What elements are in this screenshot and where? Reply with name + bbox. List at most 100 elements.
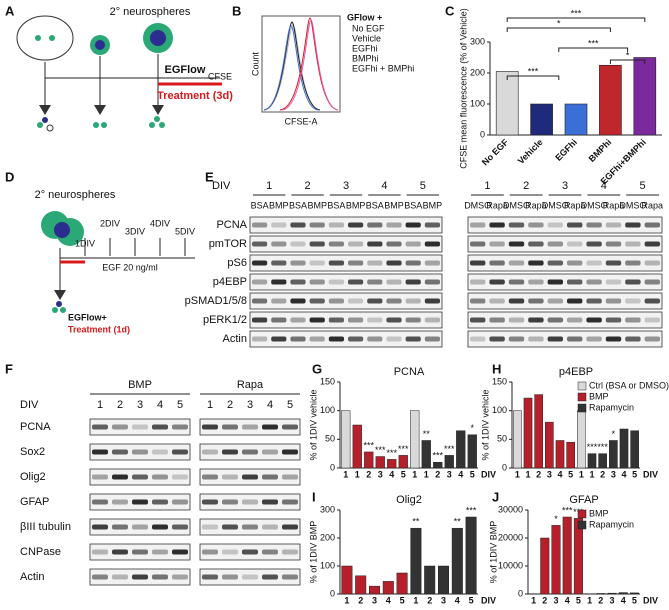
blot-strip [467,254,663,272]
group-label: BMP [128,379,152,391]
blot-band [252,279,268,285]
blot-band [644,336,660,342]
bar [598,453,607,469]
bar [424,565,436,595]
day-label: 2 [305,180,311,192]
bar [355,575,367,595]
panel-label: D [5,169,14,184]
blot-band [222,524,238,530]
y-axis-label: % of 1DIV vehicle [480,389,490,460]
x-tick-label: 2 [358,595,363,605]
chart-title: p4EBP [559,366,593,378]
day-label: 1 [266,180,272,192]
blot-band [112,574,128,580]
blot-strip [249,235,443,253]
blot-band [567,336,583,342]
x-tick-label: EGFhi [553,137,579,163]
bar [577,410,586,469]
blot-band [367,241,383,247]
blot-band [586,317,602,323]
blot-band [405,260,421,266]
blot-band [528,298,544,304]
lane-label: BSA [404,200,422,210]
day-label: 4 [601,180,607,192]
blot-band [405,298,421,304]
blot-band [222,499,238,505]
x-tick-label: 4 [565,595,570,605]
blot-band [112,499,128,505]
blot-strip [249,273,443,291]
legend-swatch [577,403,587,413]
sig-stars: *** [386,448,397,458]
blot-band [547,241,563,247]
blot-band [625,241,641,247]
blot-band [242,574,258,580]
x-tick-label: 2 [536,469,541,479]
blot-band [132,574,148,580]
blot-band [271,222,287,228]
blot-band [489,298,505,304]
blot-band [348,279,364,285]
blot-band [290,298,306,304]
lane-label: DMSO [542,200,569,210]
blot-band [132,499,148,505]
blot-strip [467,330,663,348]
egf-label: EGFlow [165,64,206,76]
x-tick-label: 4 [389,469,394,479]
blot-band [152,424,168,430]
row-label: Sox2 [20,446,45,458]
b-x-label: CFSE-A [284,116,317,126]
blot-band [112,524,128,530]
blot-strip [467,273,663,291]
row-label: βIII tubulin [20,521,71,533]
blot-band [547,317,563,323]
blot-strip [249,311,443,329]
bar [530,103,553,136]
blot-band [282,424,298,430]
blot-band [222,549,238,555]
x-tick-label: No EGF [480,137,511,168]
row-label: pSMAD1/5/8 [185,295,247,307]
blot-band [262,499,278,505]
blot-band [508,260,525,266]
blot-band [605,336,622,342]
y-tick-label: 300 [320,504,335,514]
sig-stars: * [470,423,474,433]
panel-a-title: 2° neurospheres [110,6,191,18]
lane-label: BMP [307,200,327,210]
blot-band [644,260,660,266]
bar [465,516,477,595]
blot-band [424,241,440,247]
sig-stars: * [626,50,630,60]
blot-band [262,474,278,480]
blot-band [644,298,660,304]
y-tick-label: 150 [492,376,507,386]
blot-band [271,336,287,342]
row-label: GFAP [20,496,49,508]
sig-bracket [558,47,629,52]
blot-band [242,549,258,555]
y-tick-label: 100 [470,98,485,108]
blot-strip [249,216,443,234]
x-tick-label: Vehicle [516,137,545,166]
day-label: 1DIV [75,238,95,248]
blot-band [605,298,622,304]
treatment-label: Treatment (3d) [157,90,233,102]
y-tick-label: 150 [320,376,335,386]
blot-band [252,260,268,266]
blot-strip [467,311,663,329]
x-tick-label: 1 [355,469,360,479]
blot-band [567,298,583,304]
x-tick-label: 3 [611,469,616,479]
lane-label: BSA [251,200,269,210]
blot-band [152,574,168,580]
blot-band [470,336,486,342]
blot-band [202,499,218,505]
panel-label: A [5,3,15,18]
blot-band [222,574,238,580]
bar [387,459,397,469]
blot-band [152,449,168,455]
bar [630,430,639,469]
day-label: 2DIV [100,218,120,228]
blot-strip [467,216,663,234]
